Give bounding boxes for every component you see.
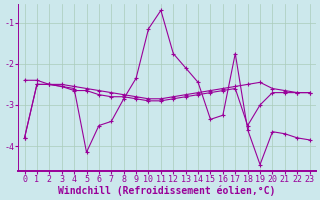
X-axis label: Windchill (Refroidissement éolien,°C): Windchill (Refroidissement éolien,°C): [58, 185, 276, 196]
